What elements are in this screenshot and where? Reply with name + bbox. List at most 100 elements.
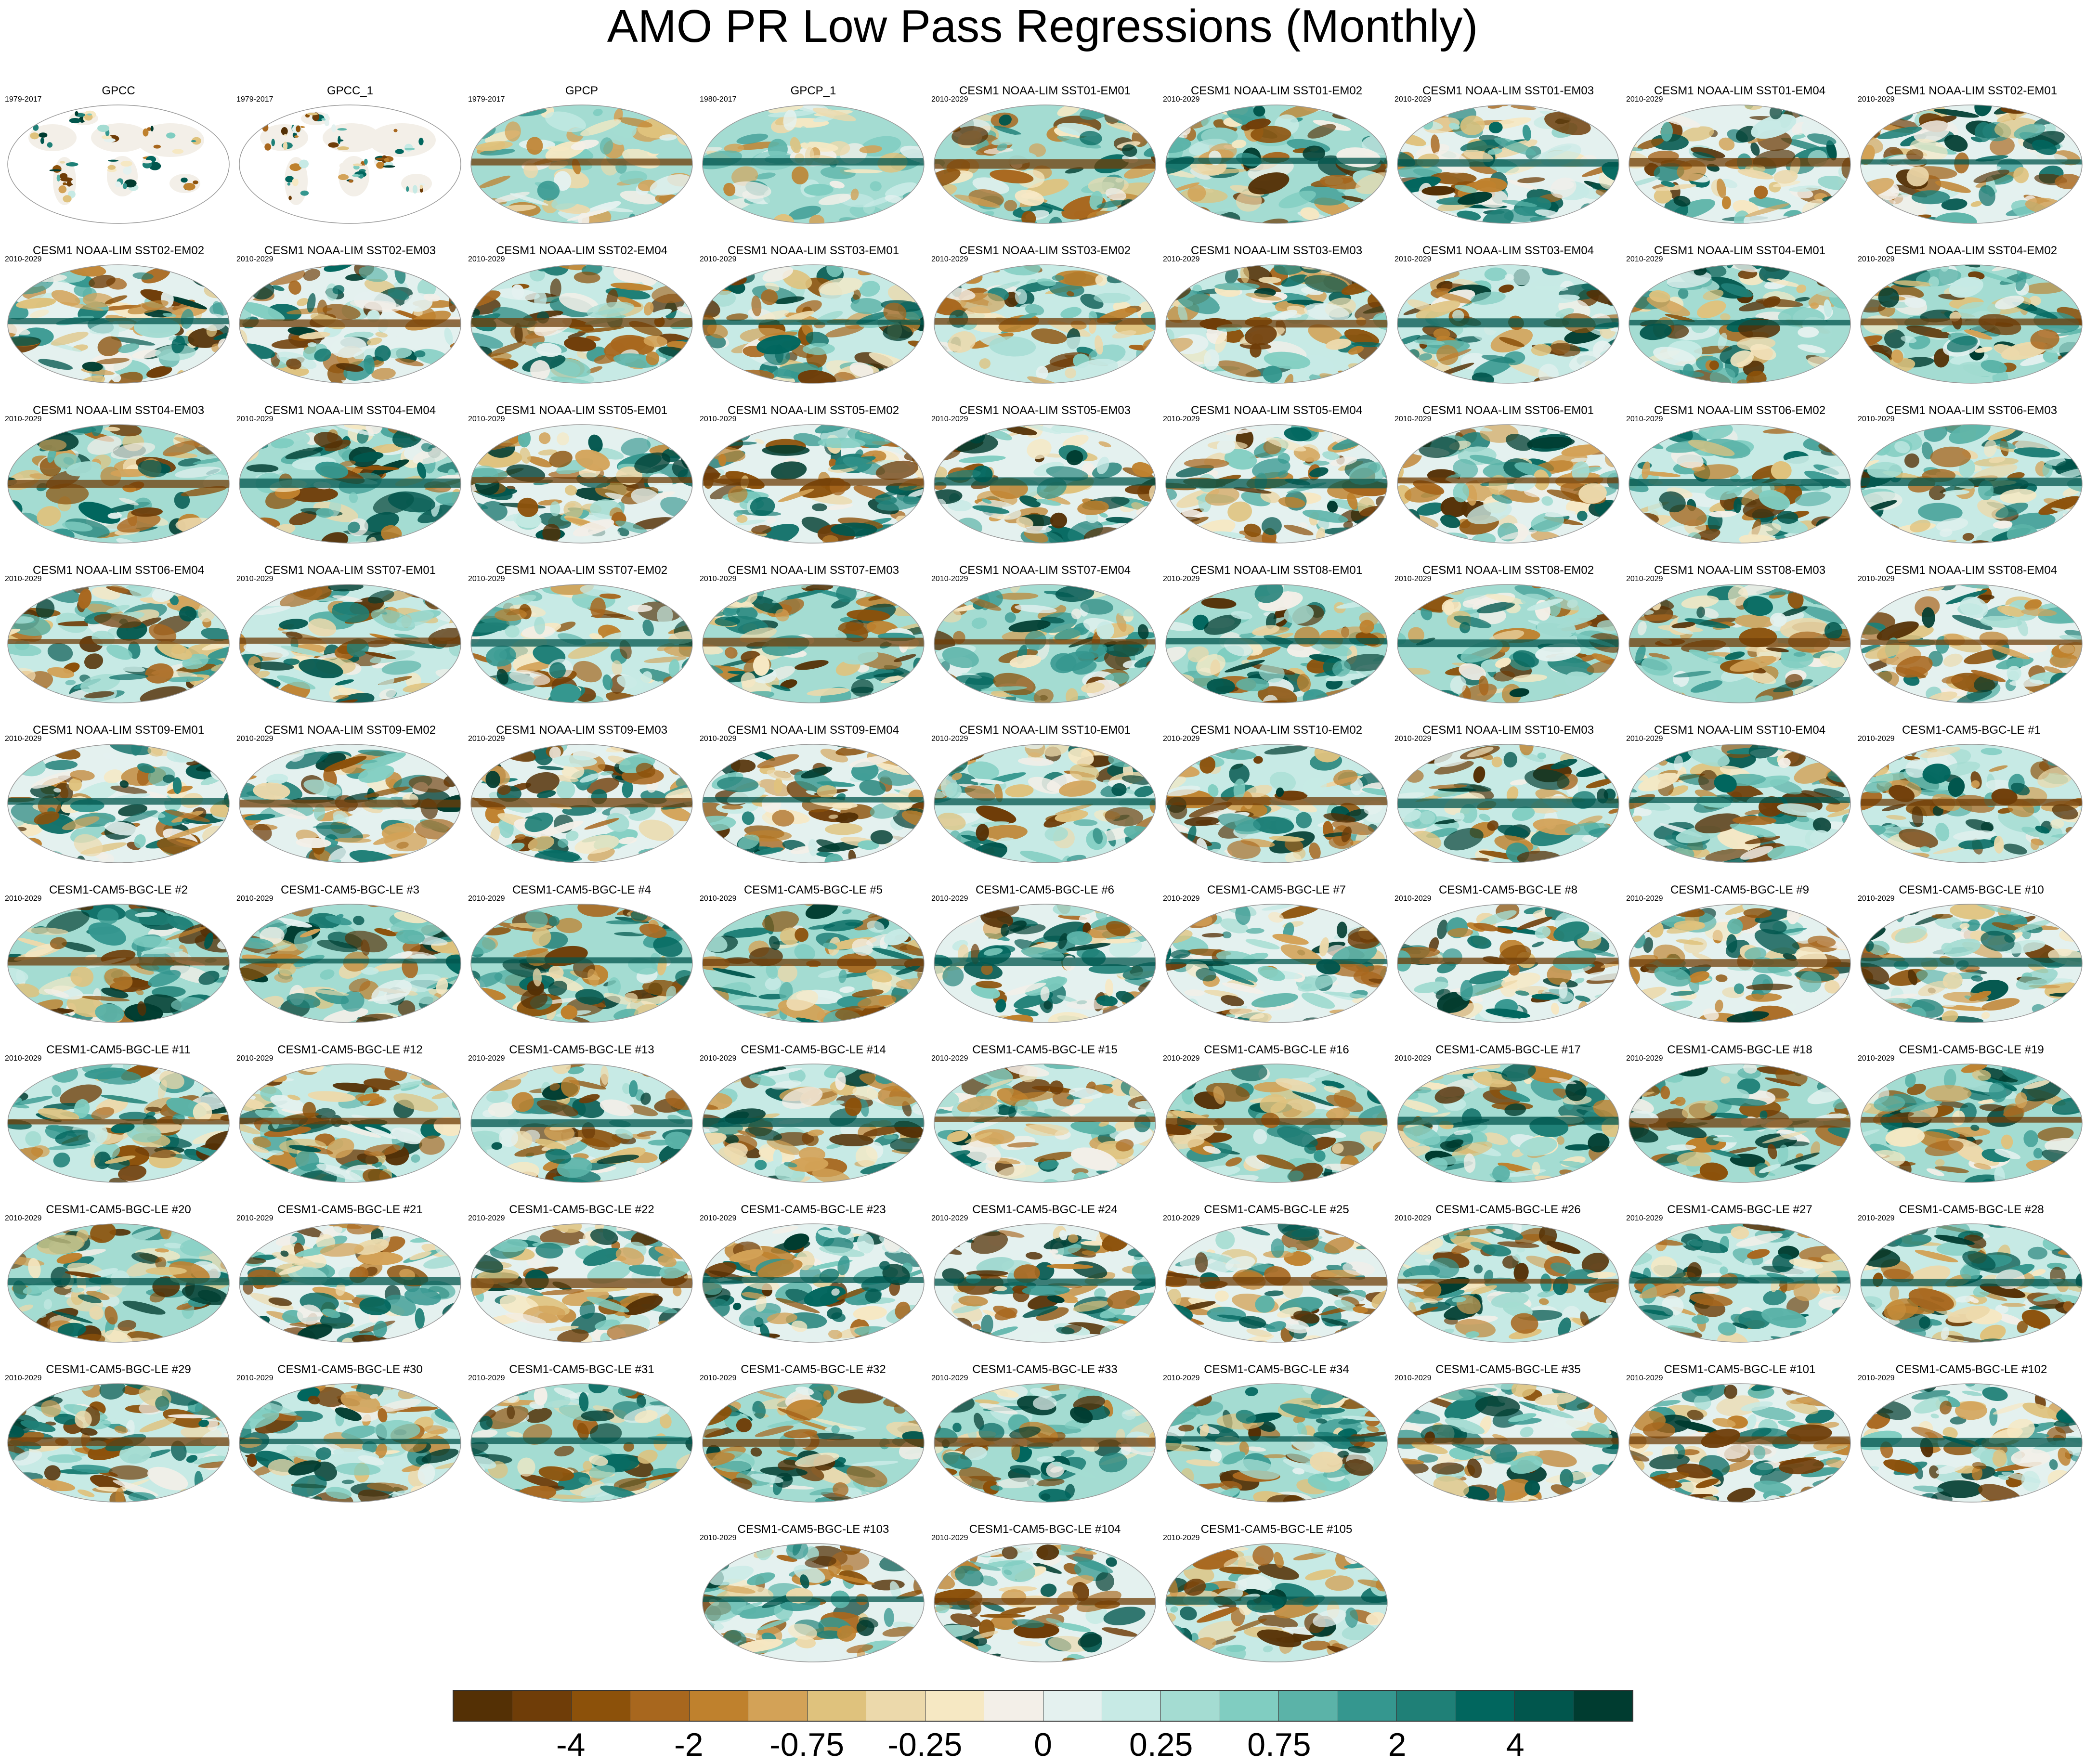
panel-title: CESM1-CAM5-BGC-LE #5 [743, 883, 883, 896]
panel-title: CESM1-CAM5-BGC-LE #30 [277, 1363, 423, 1376]
map-image [470, 744, 693, 863]
map-image [1397, 584, 1619, 703]
panel-period: 2010-2029 [931, 95, 968, 104]
map-image [702, 264, 925, 384]
map-image [1629, 424, 1851, 544]
map-panel: CESM1-CAM5-BGC-LE #7 2010-2029 [1161, 884, 1392, 1043]
map-panel: CESM1-CAM5-BGC-LE #23 2010-2029 [698, 1204, 929, 1362]
map-image [470, 1064, 693, 1183]
panel-title: CESM1 NOAA-LIM SST04-EM02 [1885, 244, 2058, 257]
map-image [934, 1383, 1156, 1503]
map-image [1165, 1543, 1388, 1662]
panel-period: 2010-2029 [1163, 1054, 1200, 1063]
panel-title: CESM1-CAM5-BGC-LE #27 [1667, 1203, 1812, 1216]
map-panel: CESM1 NOAA-LIM SST06-EM04 2010-2029 [3, 564, 234, 723]
map-panel: CESM1-CAM5-BGC-LE #35 2010-2029 [1393, 1363, 1624, 1522]
panel-period: 2010-2029 [1394, 1054, 1432, 1063]
map-panel: CESM1-CAM5-BGC-LE #24 2010-2029 [929, 1204, 1160, 1362]
panel-title: CESM1 NOAA-LIM SST08-EM01 [1190, 564, 1363, 577]
panel-title: CESM1 NOAA-LIM SST09-EM02 [264, 724, 436, 737]
map-panel: CESM1-CAM5-BGC-LE #18 2010-2029 [1624, 1044, 1855, 1203]
map-panel: CESM1-CAM5-BGC-LE #22 2010-2029 [466, 1204, 697, 1362]
panel-period: 2010-2029 [468, 1374, 505, 1382]
panel-title: CESM1-CAM5-BGC-LE #4 [512, 883, 652, 896]
map-image [7, 1383, 230, 1503]
map-panel: CESM1 NOAA-LIM SST03-EM01 2010-2029 [698, 245, 929, 403]
panel-title: CESM1-CAM5-BGC-LE #102 [1895, 1363, 2047, 1376]
map-panel: CESM1-CAM5-BGC-LE #25 2010-2029 [1161, 1204, 1392, 1362]
panel-title: CESM1 NOAA-LIM SST04-EM03 [32, 404, 205, 417]
map-image [1629, 904, 1851, 1023]
panel-period: 2010-2029 [468, 415, 505, 423]
map-image [1397, 1223, 1619, 1343]
colorbar-tick-label: 0 [1034, 1726, 1052, 1763]
map-image [1860, 904, 2083, 1023]
map-panel: CESM1 NOAA-LIM SST03-EM02 2010-2029 [929, 245, 1160, 403]
map-image [239, 1223, 461, 1343]
panel-period: 2010-2029 [1858, 735, 1895, 743]
panel-period: 2010-2029 [931, 255, 968, 263]
panel-title: CESM1 NOAA-LIM SST02-EM03 [264, 244, 436, 257]
panel-title: CESM1 NOAA-LIM SST03-EM04 [1422, 244, 1594, 257]
map-panel: CESM1-CAM5-BGC-LE #15 2010-2029 [929, 1044, 1160, 1203]
panel-title: CESM1-CAM5-BGC-LE #11 [46, 1043, 191, 1056]
map-image [1629, 584, 1851, 703]
map-panel: CESM1 NOAA-LIM SST02-EM02 2010-2029 [3, 245, 234, 403]
panel-period: 2010-2029 [931, 415, 968, 423]
panel-period: 2010-2029 [1163, 1534, 1200, 1542]
panel-period: 2010-2029 [1163, 95, 1200, 104]
colorbar-swatch [984, 1691, 1043, 1721]
map-panel: CESM1 NOAA-LIM SST09-EM03 2010-2029 [466, 724, 697, 883]
map-image [702, 744, 925, 863]
panel-period: 2010-2029 [1163, 255, 1200, 263]
panel-title: CESM1-CAM5-BGC-LE #17 [1435, 1043, 1581, 1056]
panel-title: CESM1 NOAA-LIM SST01-EM03 [1422, 84, 1594, 97]
panel-title: CESM1 NOAA-LIM SST01-EM01 [959, 84, 1131, 97]
panel-period: 2010-2029 [5, 1054, 42, 1063]
map-image [239, 904, 461, 1023]
panel-title: CESM1-CAM5-BGC-LE #105 [1200, 1523, 1353, 1536]
colorbar-swatch [1456, 1691, 1515, 1721]
colorbar-tick-label: -0.75 [769, 1726, 845, 1763]
panel-title: CESM1 NOAA-LIM SST07-EM01 [264, 564, 436, 577]
panel-period: 2010-2029 [1394, 575, 1432, 583]
panel-period: 2010-2029 [1163, 575, 1200, 583]
panel-period: 2010-2029 [931, 575, 968, 583]
panel-period: 1979-2017 [5, 95, 42, 104]
map-panel: CESM1-CAM5-BGC-LE #13 2010-2029 [466, 1044, 697, 1203]
colorbar-swatch [1574, 1691, 1633, 1721]
panel-period: 2010-2029 [700, 1374, 737, 1382]
panel-title: CESM1 NOAA-LIM SST09-EM01 [32, 724, 205, 737]
panel-title: CESM1-CAM5-BGC-LE #13 [509, 1043, 654, 1056]
panel-title: CESM1 NOAA-LIM SST07-EM04 [959, 564, 1131, 577]
map-panel: CESM1-CAM5-BGC-LE #8 2010-2029 [1393, 884, 1624, 1043]
panel-title: CESM1-CAM5-BGC-LE #35 [1435, 1363, 1581, 1376]
map-panel: CESM1-CAM5-BGC-LE #32 2010-2029 [698, 1363, 929, 1522]
map-panel: CESM1 NOAA-LIM SST04-EM04 2010-2029 [235, 404, 466, 563]
panel-period: 2010-2029 [468, 255, 505, 263]
panel-title: CESM1 NOAA-LIM SST09-EM04 [727, 724, 899, 737]
panel-period: 2010-2029 [5, 735, 42, 743]
panel-period: 1980-2017 [700, 95, 737, 104]
map-panel: CESM1 NOAA-LIM SST09-EM01 2010-2029 [3, 724, 234, 883]
panel-title: CESM1 NOAA-LIM SST06-EM03 [1885, 404, 2058, 417]
map-image [702, 904, 925, 1023]
panel-title: CESM1-CAM5-BGC-LE #1 [1902, 724, 2041, 737]
panel-title: CESM1-CAM5-BGC-LE #14 [741, 1043, 886, 1056]
panel-period: 2010-2029 [236, 575, 274, 583]
map-image [934, 584, 1156, 703]
colorbar-tick-label: 2 [1388, 1726, 1407, 1763]
panel-period: 2010-2029 [1858, 1214, 1895, 1222]
panel-title: CESM1 NOAA-LIM SST01-EM04 [1654, 84, 1826, 97]
panel-title: CESM1-CAM5-BGC-LE #104 [969, 1523, 1121, 1536]
panel-period: 2010-2029 [468, 1214, 505, 1222]
map-image [239, 1064, 461, 1183]
panel-period: 2010-2029 [5, 255, 42, 263]
map-image [702, 584, 925, 703]
map-panel: CESM1-CAM5-BGC-LE #20 2010-2029 [3, 1204, 234, 1362]
panel-title: CESM1-CAM5-BGC-LE #7 [1207, 883, 1346, 896]
panel-period: 2010-2029 [468, 895, 505, 903]
panel-period: 2010-2029 [5, 1374, 42, 1382]
map-image [239, 744, 461, 863]
map-image [1397, 104, 1619, 224]
